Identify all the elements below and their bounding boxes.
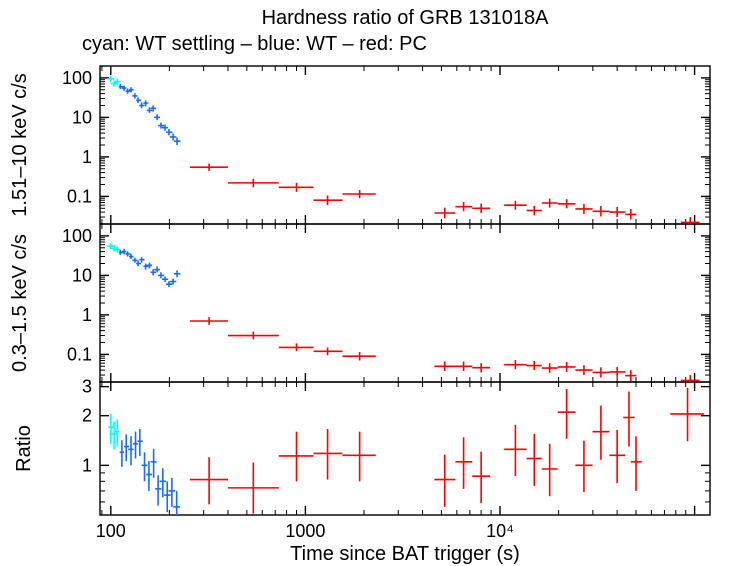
svg-text:0.1: 0.1 [67,344,92,364]
svg-text:10⁴: 10⁴ [486,521,514,541]
panel-ratio [108,388,704,515]
svg-text:10: 10 [72,107,92,127]
svg-text:100: 100 [62,226,92,246]
svg-text:100: 100 [96,521,126,541]
svg-text:2: 2 [82,406,92,426]
svg-text:100: 100 [62,68,92,88]
svg-text:0.3–1.5 keV c/s: 0.3–1.5 keV c/s [9,234,31,372]
svg-text:Ratio: Ratio [13,425,35,472]
svg-text:cyan: WT settling – blue: WT –: cyan: WT settling – blue: WT – red: PC [82,33,427,55]
svg-text:3: 3 [82,377,92,397]
svg-text:Hardness ratio of GRB 131018A: Hardness ratio of GRB 131018A [262,7,549,29]
svg-text:1: 1 [82,455,92,475]
svg-text:1.51–10 keV c/s: 1.51–10 keV c/s [9,73,31,216]
panel-soft-band [107,243,699,386]
svg-text:1000: 1000 [285,521,325,541]
svg-text:0.1: 0.1 [67,186,92,206]
hardness-ratio-chart: Hardness ratio of GRB 131018A cyan: WT se… [0,0,742,566]
svg-text:1: 1 [82,305,92,325]
panel-hard-band [107,75,699,227]
svg-text:10: 10 [72,265,92,285]
svg-text:Time since BAT trigger (s): Time since BAT trigger (s) [290,543,520,565]
svg-text:1: 1 [82,147,92,167]
